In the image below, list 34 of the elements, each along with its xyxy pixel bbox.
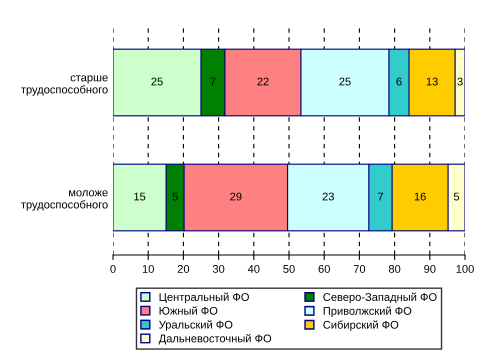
legend-label: Дальневосточный ФО xyxy=(158,334,272,344)
data-label: 25 xyxy=(339,78,351,86)
data-label: 16 xyxy=(414,192,426,200)
y-tick-label: старше трудоспособного xyxy=(21,75,108,96)
data-label: 22 xyxy=(257,78,269,86)
x-tick-label: 30 xyxy=(212,265,224,273)
x-tick-label: 60 xyxy=(318,265,330,273)
data-label: 15 xyxy=(134,192,146,200)
data-label: 6 xyxy=(396,78,402,86)
x-tick-label: 10 xyxy=(142,265,154,273)
data-label: 5 xyxy=(172,192,178,200)
x-tick-label: 20 xyxy=(178,265,190,273)
data-label: 13 xyxy=(426,78,438,86)
data-label: 23 xyxy=(322,192,334,200)
x-tick-label: 90 xyxy=(424,265,436,273)
legend-label: Южный ФО xyxy=(160,306,218,315)
data-label: 5 xyxy=(454,192,460,200)
x-tick-label: 100 xyxy=(456,265,474,273)
x-tick-label: 50 xyxy=(283,265,295,273)
legend-label: Центральный ФО xyxy=(160,292,249,304)
data-label: 7 xyxy=(210,78,216,86)
legend-label: Сибирский ФО xyxy=(323,320,398,331)
y-tick-label: моложе трудоспособного xyxy=(21,190,108,211)
data-label: 25 xyxy=(151,78,163,86)
data-label: 7 xyxy=(378,192,384,200)
x-tick-label: 70 xyxy=(354,265,366,273)
legend-label: Северо-Западный ФО xyxy=(323,292,437,304)
data-label: 29 xyxy=(230,192,242,200)
x-tick-label: 80 xyxy=(388,265,400,273)
legend-label: Приволжский ФО xyxy=(324,306,412,318)
x-tick-label: 40 xyxy=(248,265,260,273)
data-label: 3 xyxy=(457,78,463,86)
x-tick-label: 0 xyxy=(110,265,116,273)
legend-label: Уральский ФО xyxy=(158,320,232,331)
